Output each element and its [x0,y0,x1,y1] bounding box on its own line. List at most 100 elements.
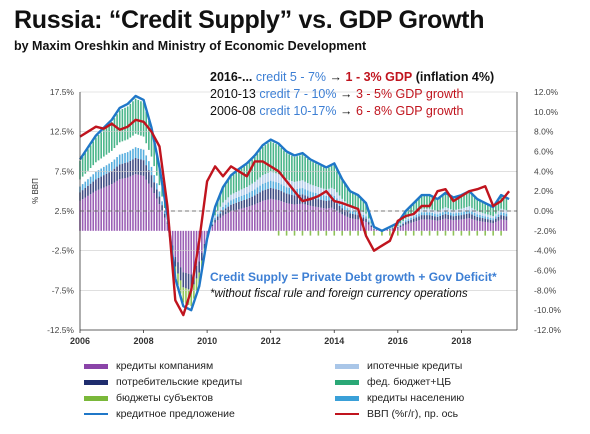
bar-segment [116,157,118,167]
bar-segment [434,216,436,221]
bar-segment [404,220,407,223]
bar-segment [193,284,195,299]
bar-segment [224,199,227,205]
bar-segment [391,227,394,229]
bar-segment [336,192,338,199]
bar-segment [124,163,126,179]
bar-segment [312,185,314,193]
bar-segment [351,210,354,214]
bar-segment [87,185,89,196]
bar-segment [254,189,256,196]
bar-segment [431,212,434,216]
bar-segment [320,207,322,231]
bar-segment [402,223,404,226]
bar-segment [434,220,436,231]
bar-segment [362,215,365,218]
bar-segment [314,186,317,194]
bar-segment [386,229,389,231]
bar-segment [497,220,500,231]
bar-segment [407,223,410,231]
bar-segment [254,195,256,205]
bar-segment [301,203,304,231]
bar-segment [460,208,463,213]
note-gdp: 6 - 8% GDP growth [355,104,464,118]
bar-segment [126,106,129,140]
bar-segment [341,180,343,199]
bar-segment [285,179,288,188]
bar-segment [148,183,150,231]
bar-segment [121,109,124,142]
bar-segment [280,175,283,185]
bar-segment [174,230,177,258]
bar-segment [344,206,346,210]
legend-item: кредиты компаниям [84,360,213,372]
bar-segment [444,193,447,208]
bar-segment [219,194,222,207]
legend-label: ипотечные кредиты [367,360,463,372]
bar-segment [444,207,447,212]
bar-segment [259,192,261,203]
bar-segment [198,261,200,273]
legend-swatch [84,395,108,401]
bar-segment [314,206,317,231]
bar-segment [124,178,126,231]
bar-segment [137,174,140,231]
bar-segment [153,182,155,194]
bar-segment [288,154,291,181]
note-credit: credit 7 - 10% [259,87,337,101]
bar-segment [126,177,129,231]
bar-segment [397,228,399,231]
bar-segment [251,205,253,231]
bar-segment [126,162,129,178]
bar-segment [505,220,508,231]
bar-segment [460,219,463,231]
bar-segment [232,199,235,204]
bar-segment [476,216,479,221]
bar-segment [137,148,140,159]
bar-segment [148,161,150,171]
bar-segment [89,176,92,184]
bar-segment [140,175,142,231]
bar-segment [346,211,349,217]
bar-segment [89,194,92,231]
bar-segment [277,189,280,201]
y2-tick-label: -10.0% [534,305,561,315]
bar-segment [442,219,444,231]
bar-segment [473,219,476,231]
bar-segment [489,217,492,220]
bar-segment [158,168,161,186]
bar-segment [492,218,494,221]
bar-segment [365,221,367,231]
bar-segment [238,209,240,231]
bar-segment [500,208,502,213]
bar-segment [272,142,275,173]
note-period: 2006-08 [210,104,256,118]
bar-segment [211,222,214,224]
bar-segment [84,181,87,188]
bar-segment [418,213,420,217]
bar-segment [415,217,418,222]
bar-segment [156,183,158,190]
bar-segment [420,215,423,220]
bar-segment [351,213,354,219]
bar-segment [460,195,463,209]
bar-segment [365,213,367,217]
bar-segment [397,223,399,226]
bar-segment [113,182,116,231]
bar-segment [103,175,105,188]
bar-segment [481,212,484,216]
bar-segment [100,132,102,159]
bar-segment [495,216,497,219]
bar-segment [314,193,317,199]
bar-segment [341,204,343,209]
bar-segment [137,99,140,135]
bar-segment [428,230,431,236]
bar-segment [232,174,235,194]
bar-segment [487,204,489,215]
bar-segment [439,213,441,216]
bar-segment [124,107,126,141]
x-tick-label: 2008 [134,336,154,346]
bar-segment [431,215,434,220]
bar-segment [163,211,166,214]
bar-segment [277,182,280,190]
